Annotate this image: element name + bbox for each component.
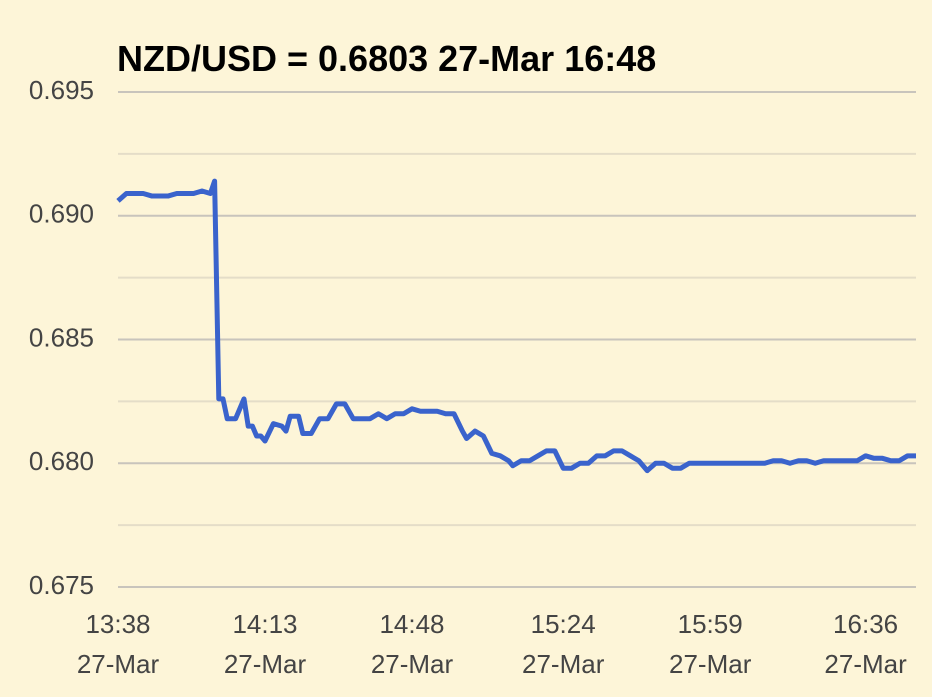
x-tick-label: 15:59 27-Mar xyxy=(669,609,752,679)
x-tick-label: 13:38 27-Mar xyxy=(76,609,160,679)
x-tick-label: 16:36 27-Mar xyxy=(824,609,907,679)
y-tick-label: 0.675 xyxy=(29,570,94,600)
x-tick-label: 15:24 27-Mar xyxy=(522,609,605,679)
line xyxy=(116,178,916,474)
y-tick-label: 0.695 xyxy=(29,75,94,105)
y-tick-label: 0.690 xyxy=(29,199,94,229)
y-tick-label: 0.685 xyxy=(29,322,94,352)
x-tick-label: 14:48 27-Mar xyxy=(370,609,454,679)
chart-title: NZD/USD = 0.6803 27-Mar 16:48 xyxy=(117,38,657,79)
y-tick-label: 0.680 xyxy=(29,446,94,476)
x-tick-label: 14:13 27-Mar xyxy=(223,609,307,679)
